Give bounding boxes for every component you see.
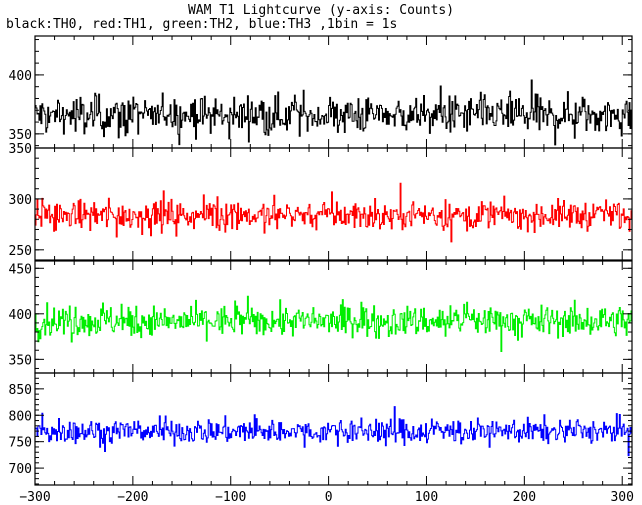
x-tick-label: 0 (325, 490, 333, 505)
x-axis: −300 −200 −100 0 100 200 300 (19, 490, 634, 505)
panel-th3: 700 750 800 850 (9, 372, 633, 486)
series-line-th1 (35, 182, 632, 243)
y-tick-label: 350 (9, 128, 32, 143)
y-tick-label: 300 (9, 193, 32, 208)
x-tick-label: 200 (513, 490, 536, 505)
x-tick-label: 100 (415, 490, 438, 505)
panel-th2: 350 400 450 (9, 260, 633, 374)
series-line-th2 (35, 295, 632, 352)
x-tick-label: −100 (215, 490, 246, 505)
y-tick-label: 350 (9, 142, 32, 157)
x-tick-label: 300 (610, 490, 633, 505)
x-tick-label: −300 (19, 490, 50, 505)
panel-th1: 250 300 350 (9, 142, 633, 261)
y-tick-label: 350 (9, 353, 32, 368)
y-tick-label: 400 (9, 69, 32, 84)
y-tick-label: 400 (9, 308, 32, 323)
series-line-th3 (35, 406, 632, 457)
chart-title: WAM T1 Lightcurve (y-axis: Counts) (188, 3, 454, 18)
panel-th0: 350 400 (9, 35, 633, 149)
panel-frame (34, 147, 633, 261)
y-tick-label: 850 (9, 383, 32, 398)
series-line-th0 (35, 79, 632, 146)
chart-subtitle: black:TH0, red:TH1, green:TH2, blue:TH3 … (6, 17, 397, 32)
x-tick-label: −200 (117, 490, 148, 505)
panel-frame (34, 372, 633, 486)
y-tick-label: 450 (9, 262, 32, 277)
y-tick-label: 250 (9, 244, 32, 259)
y-tick-label: 700 (9, 462, 32, 477)
y-tick-label: 750 (9, 436, 32, 451)
y-tick-label: 800 (9, 409, 32, 424)
